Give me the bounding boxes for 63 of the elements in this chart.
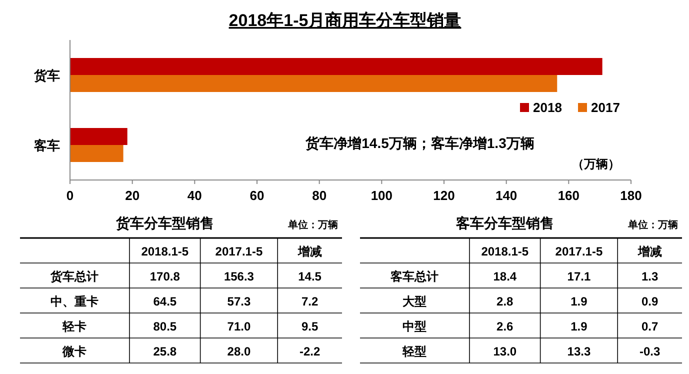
legend-label: 2017 [591,100,620,115]
y-tick-label: 中型 [402,320,427,334]
data-label: 57.3 [227,294,251,308]
x-tick-label: 2017.1-5 [555,244,603,258]
bar [70,128,128,145]
x-tick-label: 增减 [296,244,322,258]
x-tick-label: 60 [250,188,264,203]
chart-title: 客车分车型销售 [454,215,554,231]
data-label: 28.0 [227,344,251,358]
data-label: 71.0 [227,320,251,334]
data-label: 0.9 [641,294,658,308]
y-tick-label: 货车 [33,68,60,83]
x-tick-label: 0 [66,188,74,203]
text: 单位：万辆 [287,219,338,231]
chart-title: 2018年1-5月商用车分车型销量 [228,11,462,30]
text: 单位：万辆 [627,219,678,231]
bar [70,75,558,92]
y-tick-label: 大型 [402,294,427,308]
x-tick-label: 20 [125,188,140,203]
data-label: 13.3 [567,344,591,358]
data-label: 9.5 [301,320,318,334]
annotation: 货车净增14.5万辆；客车净增1.3万辆 [304,135,534,151]
y-tick-label: 轻型 [402,344,427,358]
data-label: 2.6 [496,320,514,334]
y-tick-label: 客车 [33,138,60,153]
data-label: 1.9 [570,320,588,334]
y-tick-label: 微卡 [62,344,87,358]
x-tick-label: 2017.1-5 [215,244,263,258]
data-label: 80.5 [153,320,177,334]
data-label: 170.8 [150,270,180,284]
annotation: （万辆） [572,157,620,171]
data-label: 18.4 [493,270,517,284]
x-tick-label: 增减 [636,244,662,258]
legend-label: 2018 [533,100,562,115]
data-label: 25.8 [153,344,177,358]
data-label: 14.5 [298,270,322,284]
data-label: 64.5 [153,294,177,308]
x-tick-label: 180 [620,188,642,203]
data-label: 2.8 [496,294,514,308]
x-tick-label: 80 [312,188,327,203]
x-tick-label: 40 [187,188,202,203]
x-tick-label: 100 [370,188,393,203]
data-label: 156.3 [224,270,254,284]
y-tick-label: 货车总计 [50,270,99,284]
x-tick-label: 2018.1-5 [141,244,189,258]
x-tick-label: 2018.1-5 [481,244,529,258]
x-tick-label: 140 [495,188,518,203]
y-tick-label: 轻卡 [62,320,87,334]
data-label: 0.7 [641,320,658,334]
data-label: -0.3 [639,344,660,358]
y-tick-label: 中、重卡 [50,294,99,308]
data-label: 7.2 [301,294,318,308]
data-label: 1.9 [570,294,588,308]
bar [70,58,602,75]
y-tick-label: 客车总计 [390,270,439,284]
chart-title: 货车分车型销售 [114,215,214,231]
data-label: 13.0 [493,344,517,358]
bar [70,145,124,162]
data-label: 1.3 [641,270,658,284]
data-label: 17.1 [567,270,591,284]
data-label: -2.2 [299,344,320,358]
x-tick-label: 160 [558,188,580,203]
x-tick-label: 120 [433,188,455,203]
